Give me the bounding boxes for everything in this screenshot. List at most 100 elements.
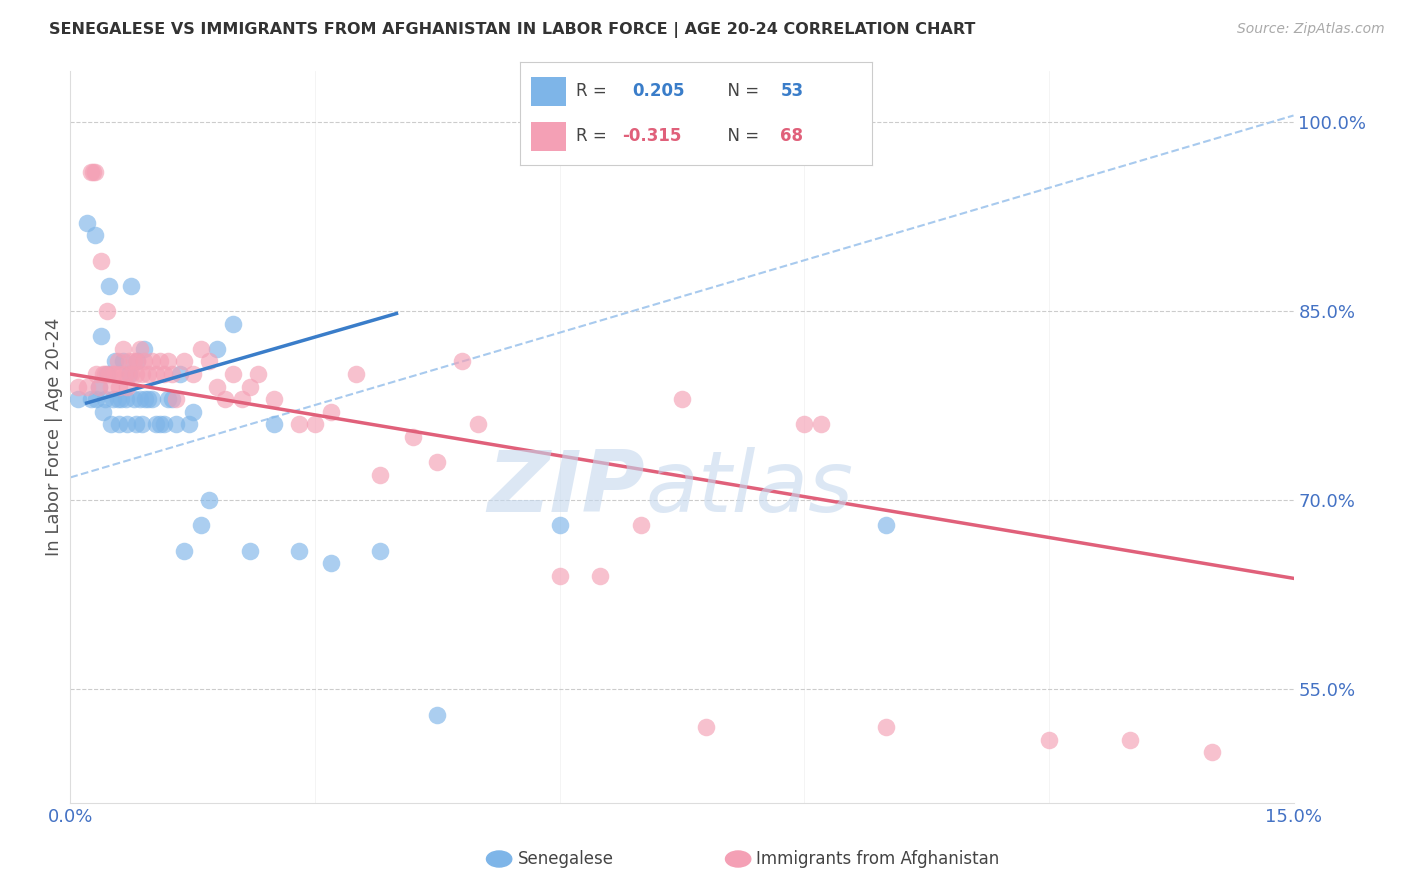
Point [112, 342, 135, 356]
Point [426, 455, 449, 469]
Point [132, 354, 155, 368]
Point [136, 392, 159, 407]
Point [91, 367, 114, 381]
Text: N =: N = [717, 82, 765, 100]
Point [162, 367, 183, 381]
Point [214, 392, 236, 407]
Point [426, 707, 449, 722]
Point [124, 367, 146, 381]
Point [90, 253, 112, 268]
Point [231, 392, 253, 407]
Point [121, 278, 143, 293]
Point [96, 367, 118, 381]
Point [205, 379, 228, 393]
Point [136, 367, 159, 381]
Text: N =: N = [717, 128, 765, 145]
Text: R =: R = [576, 128, 613, 145]
Point [110, 392, 132, 407]
Point [83, 165, 105, 179]
Point [114, 367, 136, 381]
Point [90, 329, 112, 343]
Point [173, 354, 195, 368]
Point [321, 405, 343, 419]
Point [875, 720, 897, 734]
Point [87, 379, 110, 393]
Point [321, 556, 343, 570]
Point [145, 367, 167, 381]
FancyBboxPatch shape [531, 122, 567, 151]
Text: 53: 53 [780, 82, 803, 100]
Point [93, 367, 115, 381]
Point [96, 304, 118, 318]
Point [98, 367, 121, 381]
Point [117, 379, 139, 393]
Text: ZIP: ZIP [488, 447, 645, 530]
Point [141, 354, 163, 368]
Point [263, 392, 285, 407]
Point [100, 379, 122, 393]
Point [548, 518, 571, 533]
Point [86, 392, 108, 407]
Point [122, 354, 145, 368]
Point [344, 367, 367, 381]
Point [177, 417, 200, 432]
Point [165, 417, 187, 432]
Point [110, 367, 132, 381]
Point [198, 493, 221, 508]
Point [79, 392, 103, 407]
Point [368, 543, 391, 558]
Point [181, 367, 204, 381]
Point [76, 216, 98, 230]
Point [107, 354, 129, 368]
Point [86, 367, 108, 381]
Point [112, 354, 135, 368]
Point [810, 417, 832, 432]
Point [205, 342, 228, 356]
Point [98, 278, 121, 293]
Point [128, 392, 150, 407]
Point [222, 317, 245, 331]
Point [368, 467, 391, 482]
Point [263, 417, 285, 432]
Point [450, 354, 472, 368]
Point [157, 354, 180, 368]
Point [67, 392, 90, 407]
Point [169, 367, 191, 381]
Point [118, 367, 141, 381]
Point [87, 379, 110, 393]
Y-axis label: In Labor Force | Age 20-24: In Labor Force | Age 20-24 [45, 318, 63, 557]
Point [695, 720, 717, 734]
Point [131, 367, 153, 381]
Point [1119, 732, 1142, 747]
Point [589, 569, 612, 583]
Point [107, 392, 129, 407]
Text: 0.205: 0.205 [633, 82, 685, 100]
Point [1201, 745, 1223, 759]
Point [162, 392, 183, 407]
Point [79, 165, 103, 179]
Point [104, 354, 127, 368]
Text: Senegalese: Senegalese [517, 850, 613, 868]
Point [149, 354, 172, 368]
Point [239, 543, 262, 558]
Point [118, 354, 141, 368]
Point [100, 417, 122, 432]
Point [134, 392, 156, 407]
Point [875, 518, 897, 533]
Point [108, 417, 131, 432]
Point [157, 392, 180, 407]
Point [198, 354, 221, 368]
Point [124, 417, 146, 432]
Point [630, 518, 652, 533]
Point [122, 392, 145, 407]
Point [190, 342, 212, 356]
Text: R =: R = [576, 82, 617, 100]
Point [108, 379, 131, 393]
Point [132, 342, 155, 356]
Point [127, 354, 149, 368]
Point [287, 543, 309, 558]
Point [101, 367, 124, 381]
Point [304, 417, 326, 432]
Text: SENEGALESE VS IMMIGRANTS FROM AFGHANISTAN IN LABOR FORCE | AGE 20-24 CORRELATION: SENEGALESE VS IMMIGRANTS FROM AFGHANISTA… [49, 22, 976, 38]
Point [83, 228, 105, 243]
